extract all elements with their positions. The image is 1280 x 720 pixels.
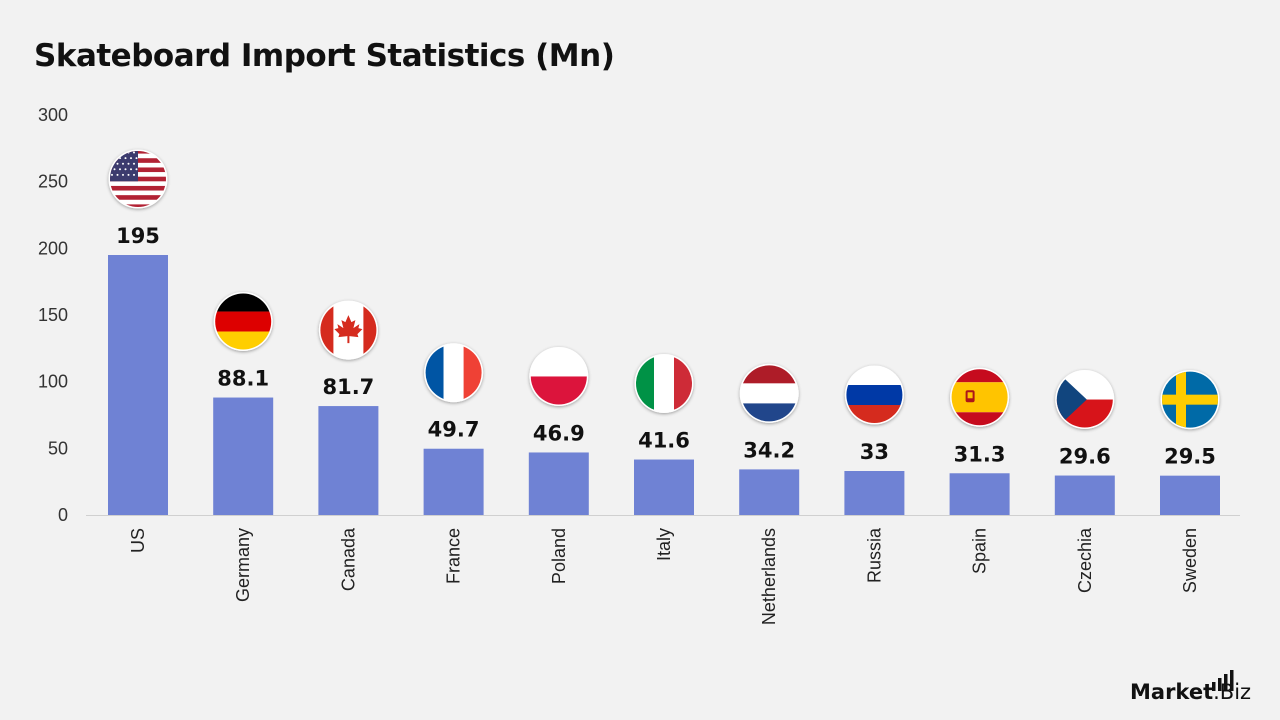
data-label: 29.6 bbox=[1059, 445, 1111, 469]
sweden-flag-icon bbox=[1160, 370, 1220, 430]
bar bbox=[634, 459, 694, 515]
x-tick-label: Poland bbox=[549, 528, 569, 584]
bar bbox=[108, 255, 168, 515]
bar bbox=[528, 452, 589, 515]
brand-name-part1: Market bbox=[1130, 680, 1214, 704]
data-label: 31.3 bbox=[954, 442, 1006, 466]
bar bbox=[318, 406, 379, 515]
y-tick-label: 200 bbox=[38, 238, 68, 258]
data-label: 34.2 bbox=[743, 438, 795, 462]
data-label: 33 bbox=[860, 440, 889, 464]
bar bbox=[213, 397, 274, 515]
spain-flag-icon bbox=[950, 367, 1010, 427]
y-tick-label: 150 bbox=[38, 305, 68, 325]
brand-name-part2: .Biz bbox=[1213, 680, 1252, 704]
data-label: 81.7 bbox=[322, 375, 374, 399]
netherlands-flag-icon bbox=[739, 363, 799, 423]
data-label: 49.7 bbox=[428, 418, 480, 442]
data-label: 195 bbox=[116, 224, 160, 248]
x-tick-label: Italy bbox=[654, 528, 674, 561]
bar bbox=[423, 448, 484, 515]
brand-logo: Market.Biz bbox=[1130, 668, 1270, 708]
data-label: 41.6 bbox=[638, 429, 690, 453]
russia-flag-icon bbox=[844, 365, 904, 425]
x-tick-label: Czechia bbox=[1075, 527, 1095, 593]
y-tick-label: 300 bbox=[38, 105, 68, 125]
italy-flag-icon bbox=[634, 354, 694, 414]
y-tick-label: 250 bbox=[38, 172, 68, 192]
chart-title: Skateboard Import Statistics (Mn) bbox=[34, 38, 615, 74]
bar bbox=[1160, 475, 1220, 515]
us-flag-icon bbox=[108, 149, 168, 209]
bar-signal-icon bbox=[1212, 670, 1234, 691]
x-tick-label: France bbox=[444, 528, 464, 584]
x-tick-label: Canada bbox=[338, 527, 358, 591]
canada-flag-icon bbox=[318, 300, 378, 360]
germany-flag-icon bbox=[213, 292, 273, 352]
poland-flag-icon bbox=[529, 346, 589, 406]
x-tick-label: Netherlands bbox=[759, 528, 779, 625]
y-tick-label: 50 bbox=[48, 438, 68, 458]
x-tick-label: US bbox=[128, 528, 148, 553]
x-tick-label: Spain bbox=[970, 528, 990, 574]
data-label: 29.5 bbox=[1164, 445, 1216, 469]
x-tick-label: Germany bbox=[233, 528, 253, 602]
x-tick-label: Sweden bbox=[1180, 528, 1200, 593]
y-tick-label: 0 bbox=[58, 505, 68, 525]
data-label: 88.1 bbox=[217, 367, 269, 391]
france-flag-icon bbox=[424, 343, 484, 403]
data-label: 46.9 bbox=[533, 421, 585, 445]
czechia-flag-icon bbox=[1055, 370, 1115, 430]
bar bbox=[739, 469, 800, 515]
bar bbox=[1054, 475, 1115, 515]
y-tick-label: 100 bbox=[38, 372, 68, 392]
bar bbox=[949, 473, 1010, 515]
x-tick-label: Russia bbox=[864, 527, 884, 583]
bar bbox=[844, 471, 905, 515]
